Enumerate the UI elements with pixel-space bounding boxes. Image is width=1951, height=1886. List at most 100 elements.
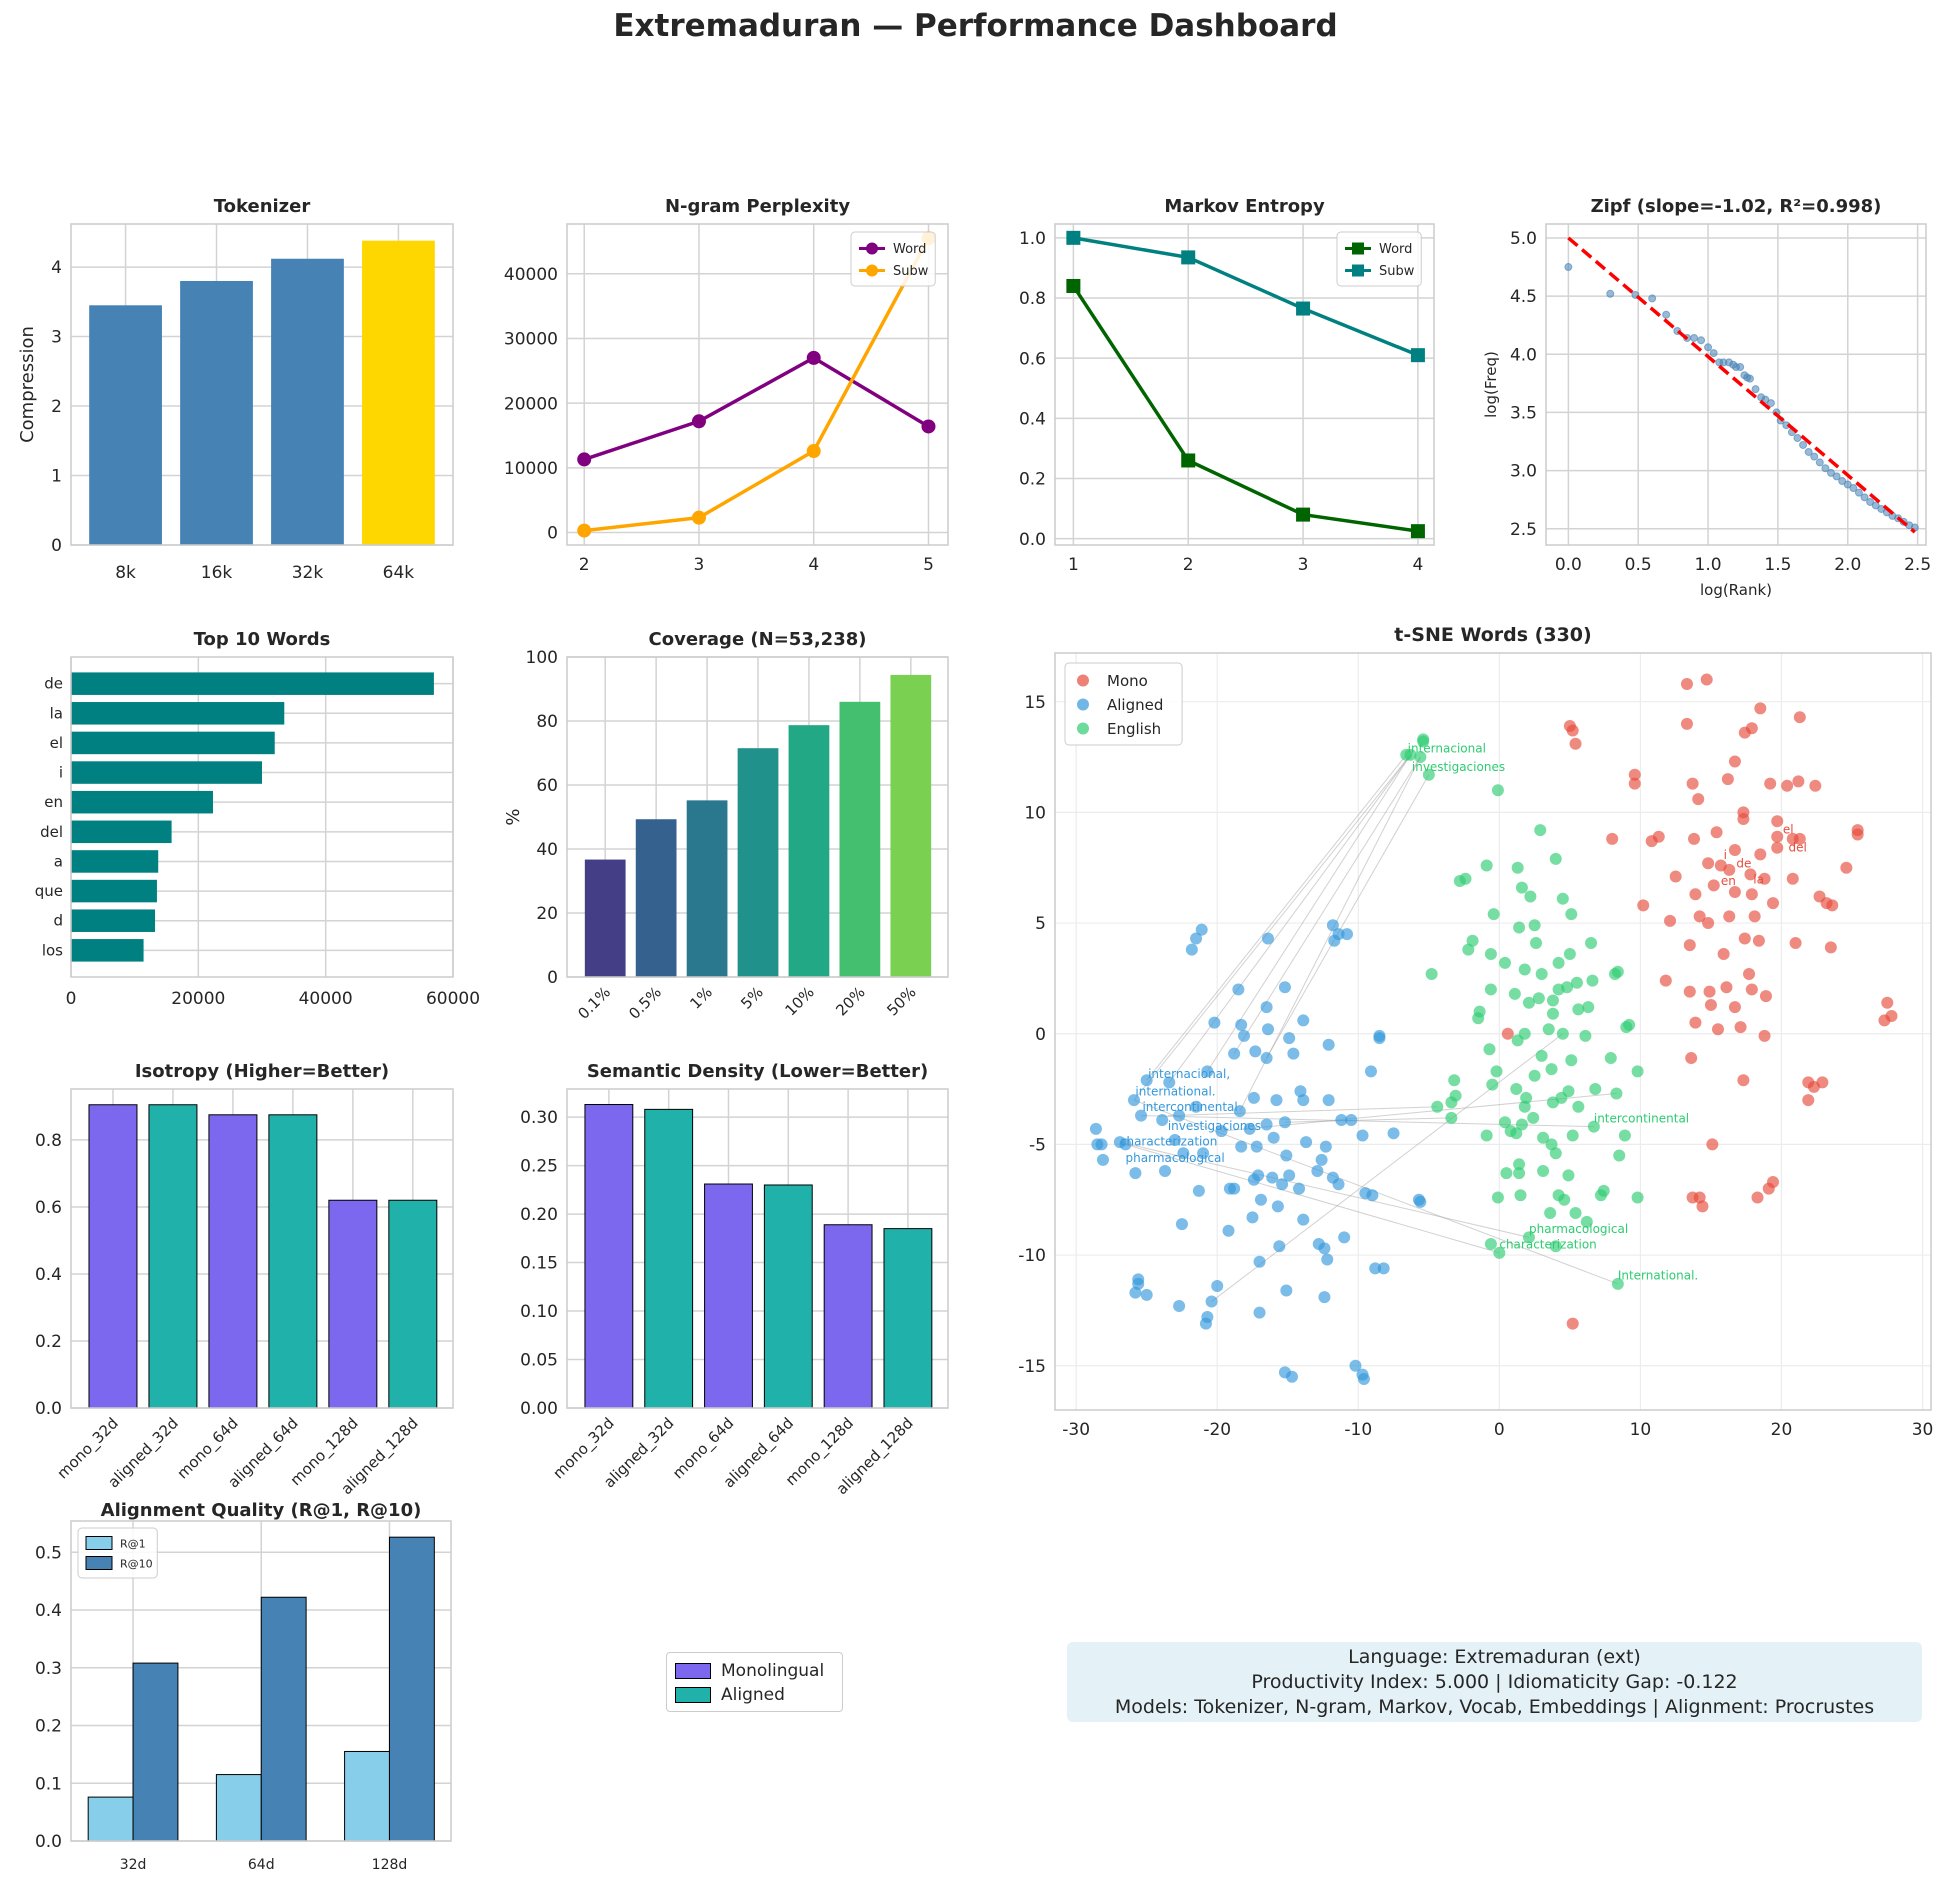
point-aligned [1266,1171,1279,1184]
point-english [1565,908,1578,921]
bar-5% [737,748,779,977]
axes-frame [1545,223,1927,546]
axes-frame [1054,652,1932,1411]
point-aligned [1319,1140,1332,1153]
point-mono [1696,1200,1709,1213]
x-tick-label: -20 [1203,1420,1231,1440]
zipf-point [1827,468,1835,477]
point-aligned [1247,1173,1260,1186]
point-mono [1885,1010,1898,1023]
point-label-english: characterization [1499,1237,1596,1251]
y-tick-label: 10 [1024,803,1046,823]
chart-title: N-gram Perplexity [665,196,850,217]
point-aligned [1278,981,1291,994]
point-aligned [1369,1262,1382,1275]
bar-mono_32d [584,1104,634,1409]
point-aligned [1283,1032,1296,1045]
point-aligned [1377,1262,1390,1275]
point-label-aligned: investigaciones [1168,1119,1261,1133]
point-english [1537,1164,1550,1177]
legend-marker [1077,674,1089,687]
point-mono [1762,1182,1775,1195]
bar-aligned_64d [763,1184,813,1409]
zipf-point [1704,343,1713,352]
point-english [1563,948,1576,961]
chart-markov: 0.0 0.2 0.4 0.6 0.8 1.0 1 2 3 4 Markov Entropy Word… [1019,196,1435,575]
bar-50% [890,674,932,977]
point-english [1546,994,1559,1007]
point-english [1448,1074,1461,1087]
point-mono [1743,967,1756,980]
point-aligned [1173,1299,1186,1312]
zipf-point [1843,480,1852,489]
embedding-legend: Monolingual Aligned [666,1652,843,1712]
chart-title: Markov Entropy [1164,196,1325,217]
axes-frame [70,656,454,978]
point-aligned [1349,1359,1362,1372]
axes-frame [70,223,454,546]
chart-semantic: 0.00 0.05 0.10 0.15 0.20 0.25 0.30 Semantic Den… [520,1061,949,1499]
y-tick-label: 4.5 [1510,287,1537,307]
zipf-point [1854,488,1863,497]
point-mono [1702,857,1715,870]
point-english [1556,892,1569,905]
x-tick-label: 2 [579,555,590,575]
x-tick-label: 3 [694,555,705,575]
point-english [1631,1191,1644,1204]
point-english [1535,967,1548,980]
y-tick-label: en [44,793,63,811]
point-mono [1501,1027,1514,1040]
chart-ngram: 0 10000 20000 30000 40000 2 3 4 5 N-gram Perplexi… [504,196,949,575]
legend-marker [866,264,878,277]
point-english [1534,824,1547,837]
chart-title: Semantic Density (Lower=Better) [587,1061,928,1082]
y-tick-label: 1.0 [1019,229,1046,249]
point-english [1459,872,1472,885]
point-english [1597,1184,1610,1197]
point-english [1546,1007,1559,1020]
point-label-english: investigaciones [1412,760,1505,774]
x-tick-label: 4 [1413,555,1424,575]
x-tick-label: 2 [1183,555,1194,575]
point-mono [1754,702,1767,715]
point-aligned [1373,1032,1386,1045]
bar-d [71,909,156,932]
point-aligned [1253,1306,1266,1319]
point-mono [1771,830,1784,843]
alignment-line [1119,1141,1530,1238]
point-mono [1723,863,1736,876]
point-english [1431,1100,1444,1113]
point-mono [1680,717,1693,730]
point-english [1610,1087,1623,1100]
y-tick-label: 0.25 [520,1157,558,1177]
bar-R@10-32d [132,1662,179,1842]
point-aligned [1285,1370,1298,1383]
point-mono [1566,724,1579,737]
axes-frame [566,1088,949,1409]
point-mono [1754,848,1767,861]
point-aligned [1129,1286,1142,1299]
series-line-Word [1071,285,1419,533]
point-aligned [1205,1295,1218,1308]
point-aligned [1271,1200,1284,1213]
point-aligned [1341,928,1353,941]
point-english [1414,751,1427,764]
y-tick-label: 20000 [504,394,558,414]
point-aligned [1262,1023,1275,1036]
point-aligned [1215,1125,1228,1138]
point-mono [1809,779,1822,792]
point-aligned [1273,1240,1286,1253]
point-english [1520,1091,1533,1104]
point-english [1508,987,1521,1000]
point-mono [1728,755,1741,768]
chart-title: Isotropy (Higher=Better) [135,1061,389,1082]
point-mono [1606,832,1619,845]
y-tick-label: 40000 [504,265,558,285]
point-aligned [1173,1109,1186,1122]
point-english [1522,996,1535,1009]
y-tick-label: 10000 [504,459,558,479]
point-mono [1717,948,1730,961]
point-aligned [1254,1193,1267,1206]
point-english [1611,1277,1624,1290]
alignment-line [1284,1117,1452,1123]
